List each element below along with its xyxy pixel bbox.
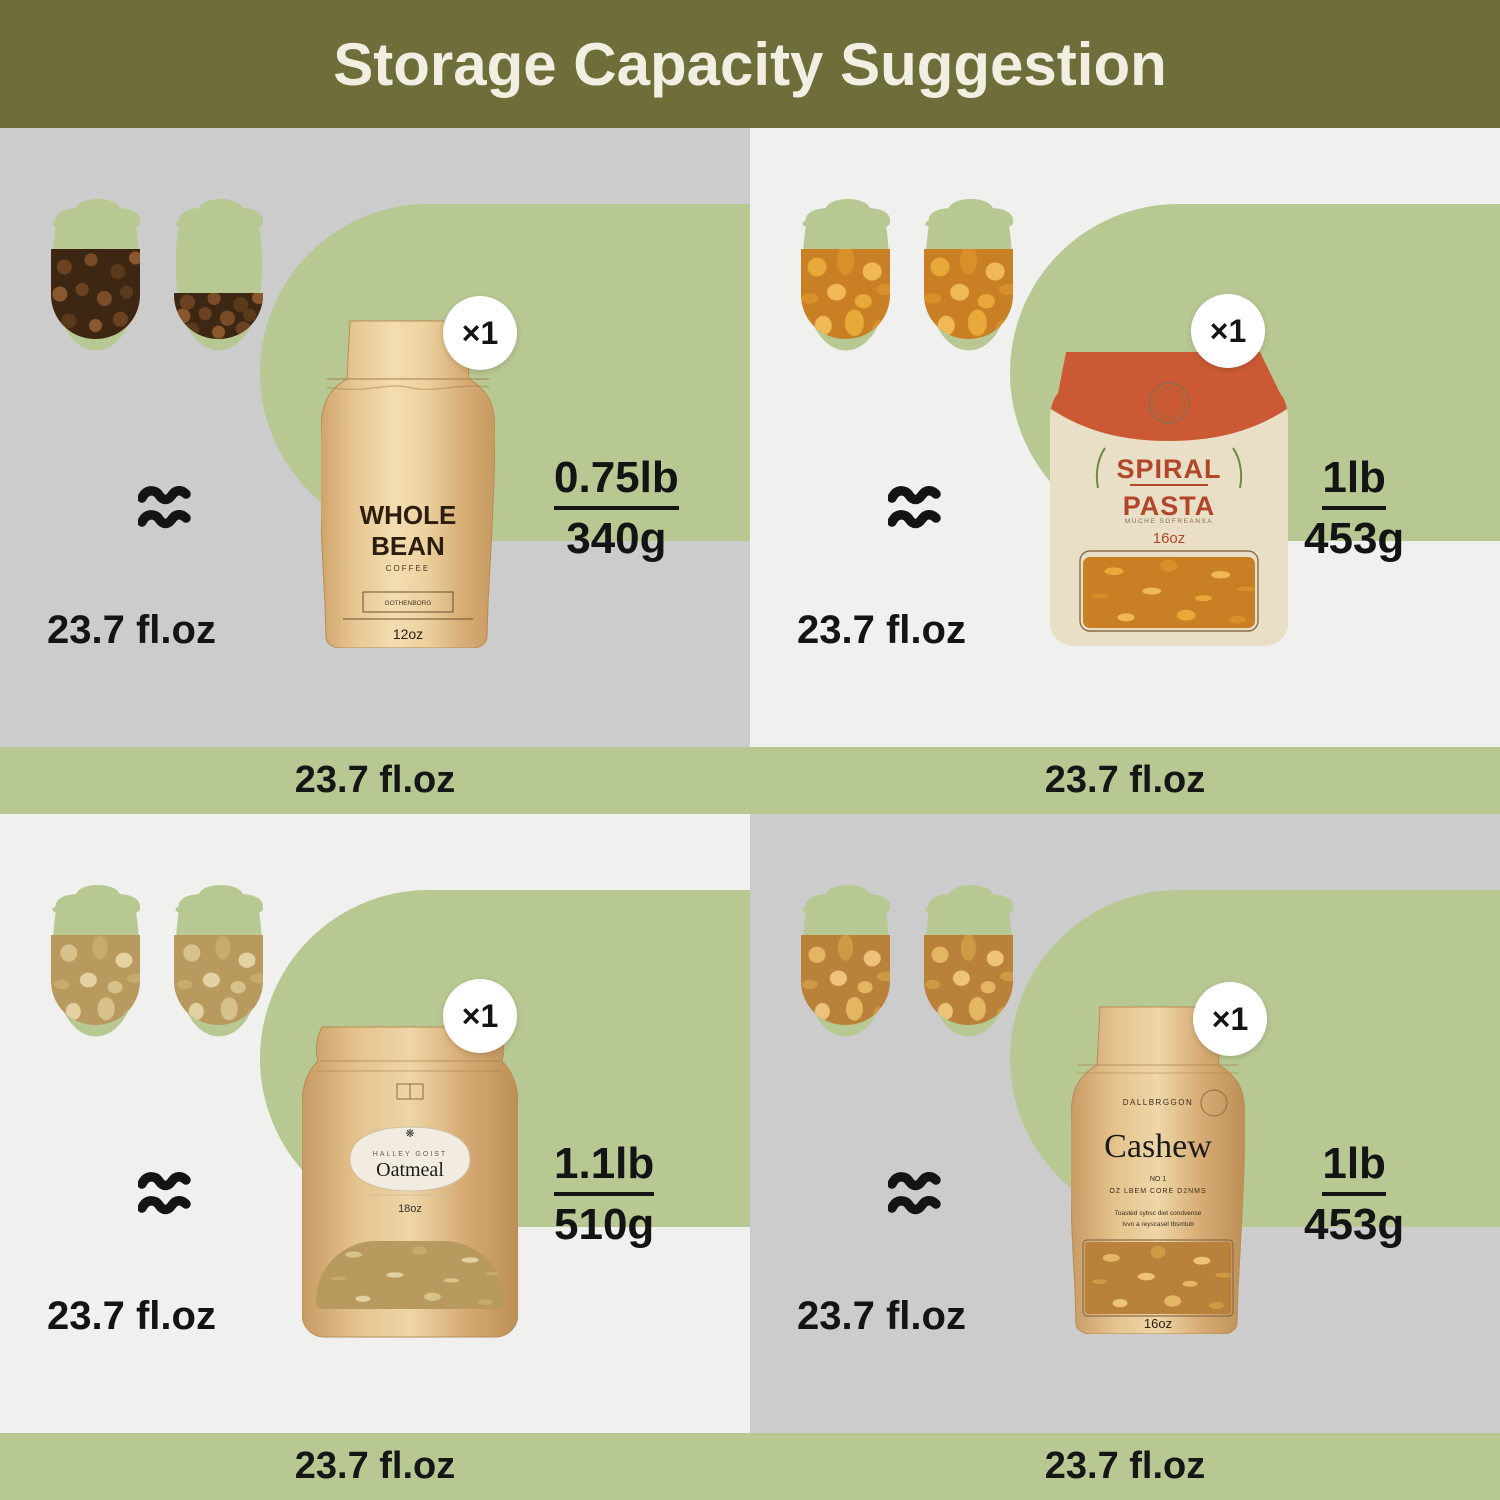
svg-text:OZ LBEM CORE D2NMS: OZ LBEM CORE D2NMS <box>1109 1188 1206 1195</box>
svg-text:HALLEY GOIST: HALLEY GOIST <box>373 1151 447 1158</box>
svg-text:MUCHE SGFREANSA: MUCHE SGFREANSA <box>1125 518 1213 525</box>
svg-text:SPIRAL: SPIRAL <box>1116 454 1221 484</box>
svg-text:Toasted sybsc diet condvense: Toasted sybsc diet condvense <box>1115 1210 1202 1217</box>
svg-text:PASTA: PASTA <box>1123 491 1216 521</box>
svg-text:NO 1: NO 1 <box>1150 1176 1166 1183</box>
svg-text:Oatmeal: Oatmeal <box>376 1159 444 1181</box>
svg-text:COFFEE: COFFEE <box>386 564 430 573</box>
svg-text:Ivvo a reyscasel tbsmtub: Ivvo a reyscasel tbsmtub <box>1122 1221 1194 1228</box>
svg-text:❋: ❋ <box>405 1128 414 1140</box>
svg-text:12oz: 12oz <box>393 626 423 642</box>
svg-text:16oz: 16oz <box>1144 1316 1172 1331</box>
svg-text:Cashew: Cashew <box>1104 1128 1212 1165</box>
svg-text:DALLBRGGON: DALLBRGGON <box>1123 1098 1194 1107</box>
svg-text:BEAN: BEAN <box>371 531 445 561</box>
svg-text:16oz: 16oz <box>1153 530 1186 547</box>
svg-text:18oz: 18oz <box>398 1203 422 1215</box>
svg-text:WHOLE: WHOLE <box>360 500 457 530</box>
svg-text:GOTHENBORG: GOTHENBORG <box>385 600 432 607</box>
